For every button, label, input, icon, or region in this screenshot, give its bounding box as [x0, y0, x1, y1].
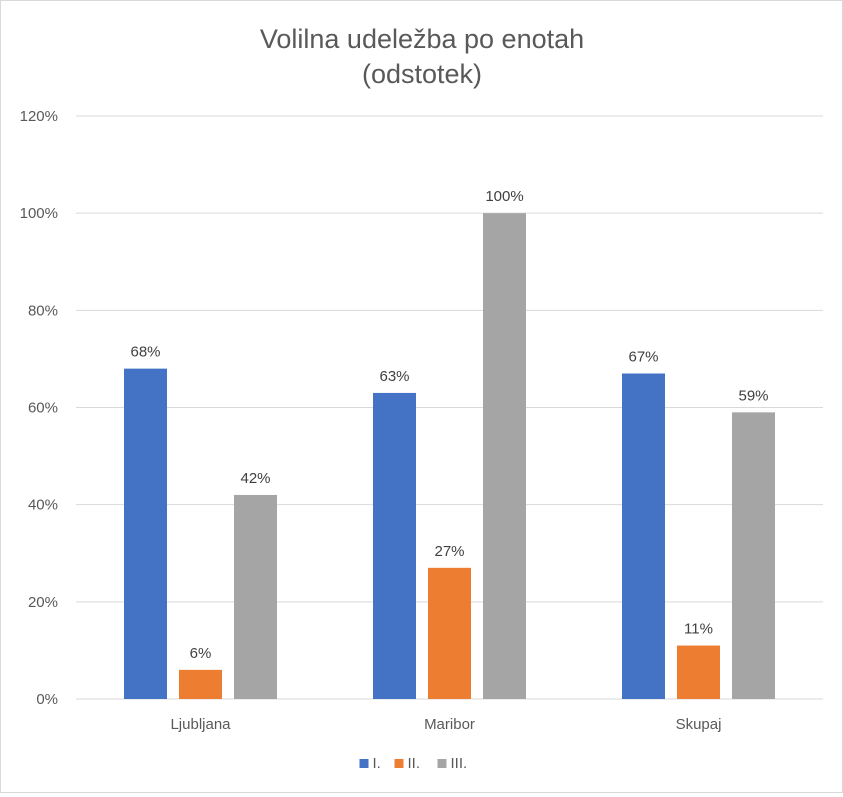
data-label: 27%	[434, 543, 464, 560]
bar	[234, 494, 277, 699]
data-label: 68%	[130, 344, 160, 361]
legend-label: II.	[408, 755, 421, 772]
x-category-label: Skupaj	[676, 716, 722, 733]
chart-subtitle-text: (odstotek)	[362, 59, 482, 89]
chart-title: Volilna udeležba po enotah (odstotek)	[260, 24, 584, 89]
data-labels: 68% 6% 42% 63% 27% 100% 67% 11% 59%	[130, 188, 768, 662]
bar	[677, 645, 720, 699]
y-tick-label: 100%	[20, 205, 58, 222]
bar	[124, 368, 167, 699]
y-tick-label: 0%	[36, 691, 58, 708]
data-label: 6%	[190, 645, 212, 662]
x-axis-category-labels: Ljubljana Maribor Skupaj	[170, 716, 721, 733]
bars	[124, 213, 775, 699]
legend-swatch	[394, 759, 404, 768]
legend-swatch	[359, 759, 369, 768]
bar	[483, 213, 526, 699]
bar	[732, 412, 775, 699]
chart-title-text: Volilna udeležba po enotah	[260, 24, 584, 54]
y-tick-label: 40%	[28, 497, 58, 514]
x-category-label: Maribor	[424, 716, 475, 733]
y-tick-label: 20%	[28, 594, 58, 611]
data-label: 42%	[240, 470, 270, 487]
y-axis-tick-labels: 0% 20% 40% 60% 80% 100% 120%	[20, 108, 58, 708]
bar	[179, 669, 222, 699]
gridlines	[76, 115, 823, 700]
legend-label: III.	[451, 755, 468, 772]
data-label: 59%	[738, 387, 768, 404]
bar	[428, 567, 471, 699]
legend-swatch	[437, 759, 447, 768]
bar	[622, 373, 665, 699]
legend: I. II. III.	[359, 755, 468, 772]
data-label: 100%	[485, 188, 523, 205]
y-tick-label: 60%	[28, 400, 58, 417]
x-category-label: Ljubljana	[170, 716, 231, 733]
data-label: 67%	[628, 348, 658, 365]
legend-label: I.	[373, 755, 381, 772]
data-label: 11%	[684, 621, 713, 638]
y-tick-label: 80%	[28, 302, 58, 319]
data-label: 63%	[379, 368, 409, 385]
bar	[373, 392, 416, 699]
y-tick-label: 120%	[20, 108, 58, 125]
